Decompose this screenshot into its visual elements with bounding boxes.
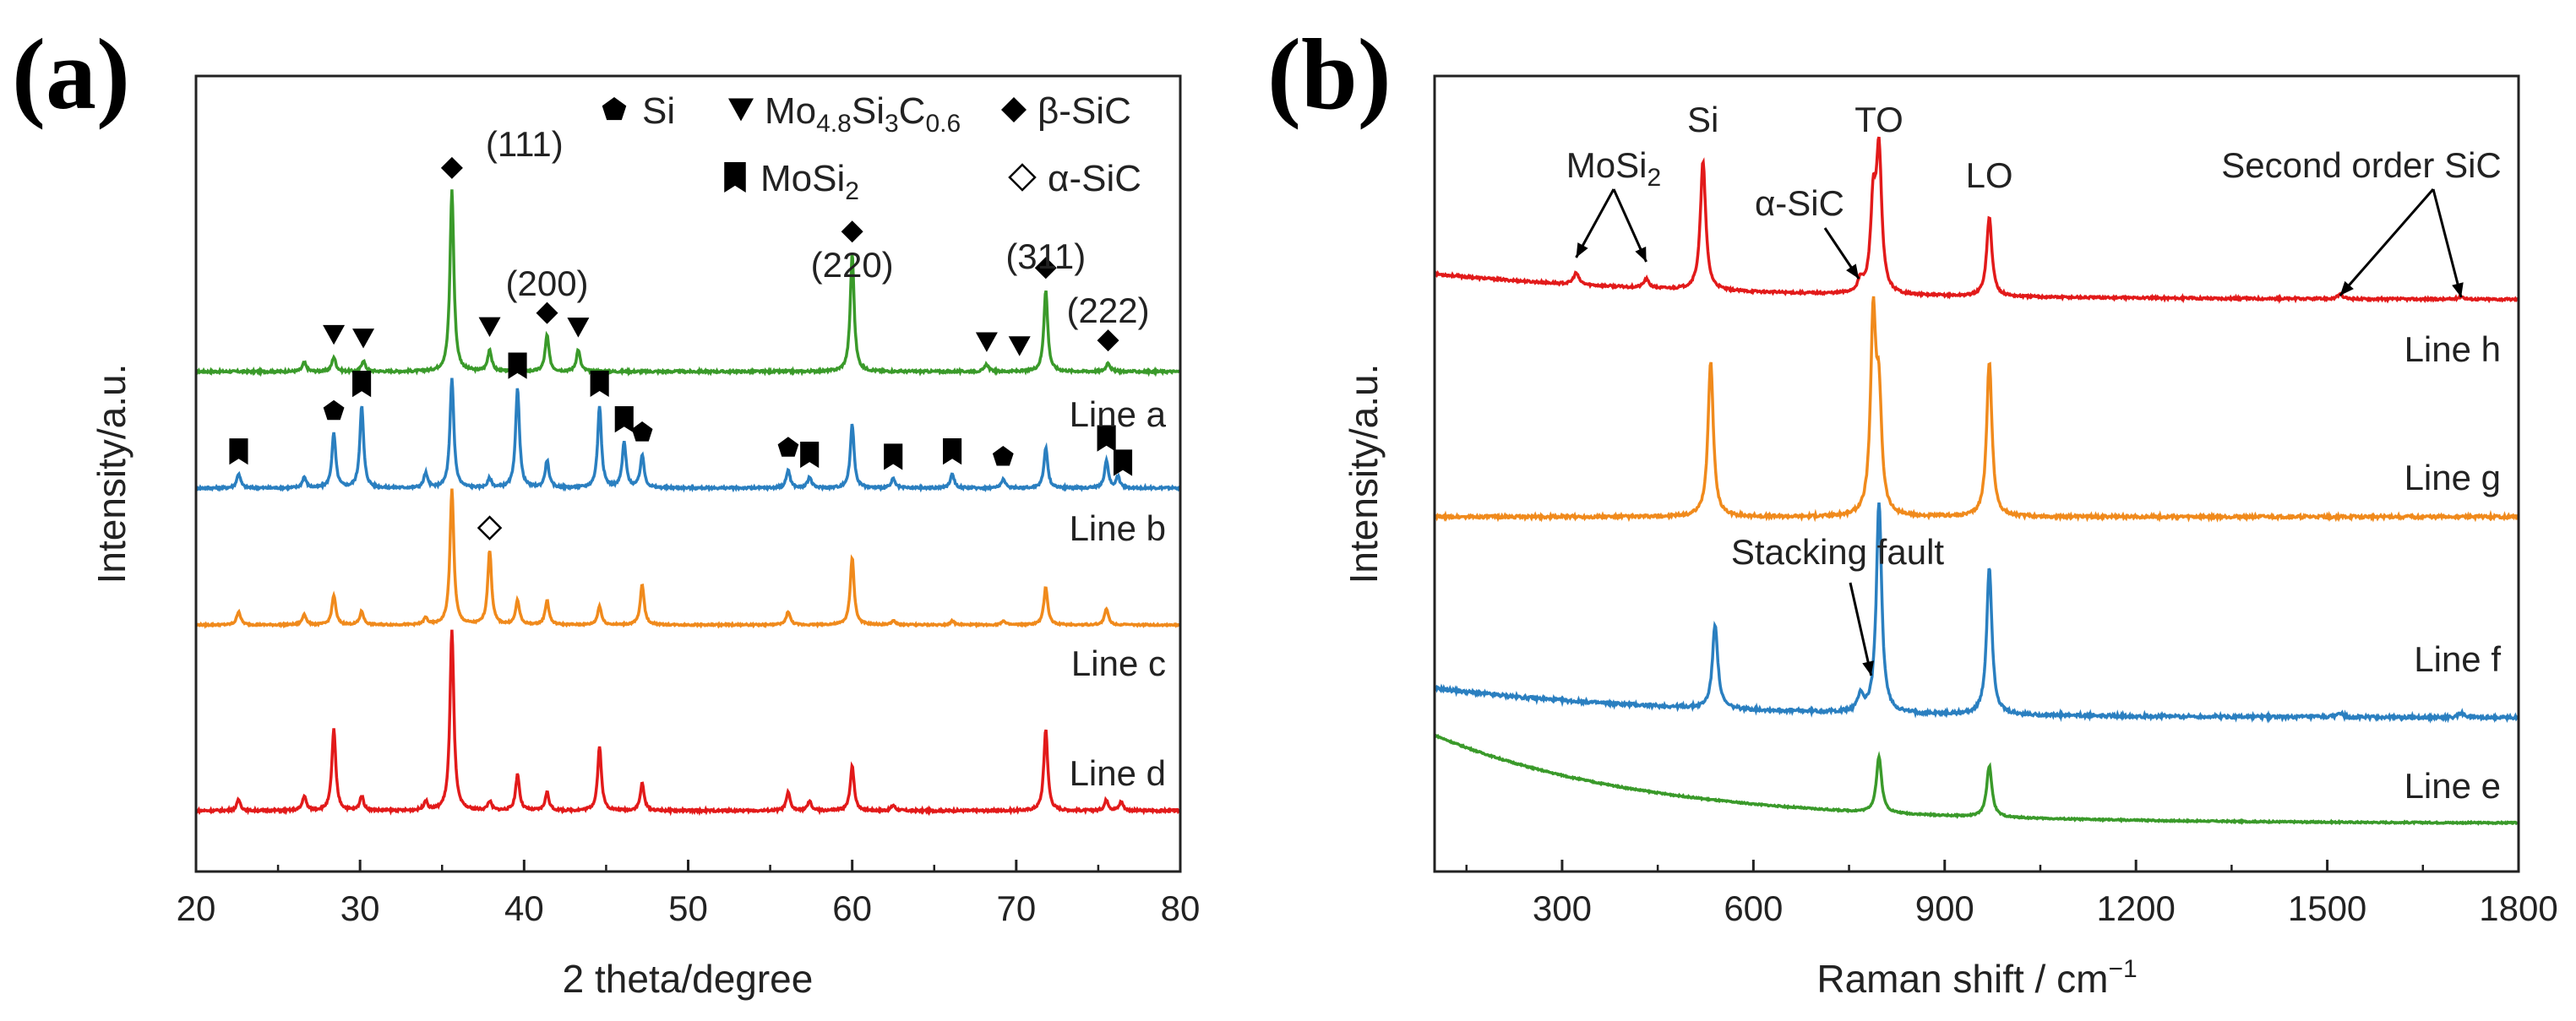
- plane-label: (220): [811, 245, 894, 285]
- annotation-arrowhead: [2452, 282, 2464, 297]
- raman-x-tick-label: 1500: [2288, 888, 2366, 928]
- legend-label: Mo4.8Si3C0.6: [765, 90, 961, 138]
- xrd-pentagon-marker: [777, 437, 799, 457]
- raman-series-line-e: [1435, 733, 2519, 826]
- xrd-line-label: Line d: [1070, 753, 1166, 793]
- annotation-arrowhead: [2339, 280, 2354, 296]
- xrd-bookmark-marker: [800, 441, 820, 469]
- raman-chart: 300 600 900 1200 1500 1800 Line h Line g Line f…: [1342, 74, 2558, 1001]
- xrd-down-triangle-marker: [975, 332, 998, 352]
- xrd-down-triangle-marker: [352, 329, 375, 349]
- raman-x-tick-label: 600: [1724, 888, 1783, 928]
- legend-bookmark-icon: [724, 162, 746, 193]
- xrd-bookmark-marker: [614, 406, 634, 433]
- xrd-bookmark-marker: [1113, 449, 1133, 476]
- raman-line-label: Line g: [2404, 458, 2501, 497]
- legend-down-triangle-icon: [728, 98, 754, 122]
- raman-annotation: LO: [1966, 155, 2013, 195]
- xrd-bookmark-marker: [884, 443, 903, 470]
- xrd-down-triangle-marker: [323, 324, 346, 345]
- raman-line-label: Line e: [2404, 766, 2501, 806]
- xrd-series-line-c: [196, 488, 1180, 629]
- raman-line-label: Line f: [2414, 639, 2501, 679]
- raman-line-label: Line h: [2404, 329, 2501, 369]
- xrd-x-axis-title: 2 theta/degree: [563, 957, 814, 1001]
- xrd-down-triangle-marker: [567, 318, 590, 338]
- raman-annotation: Second order SiC: [2221, 145, 2502, 185]
- xrd-x-tick-label: 60: [832, 888, 872, 928]
- xrd-line-label: Line c: [1071, 644, 1166, 683]
- xrd-pentagon-marker: [992, 446, 1014, 466]
- raman-plot-frame: [1433, 74, 2520, 873]
- annotation-arrow: [2339, 188, 2435, 296]
- xrd-bookmark-marker: [1097, 425, 1116, 452]
- raman-series-line-h: [1435, 136, 2519, 304]
- raman-annotation: MoSi2: [1566, 145, 1661, 192]
- xrd-series-line-d: [196, 629, 1180, 817]
- xrd-diamond-marker: [1034, 257, 1057, 280]
- xrd-y-axis-title: Intensity/a.u.: [90, 364, 133, 584]
- xrd-diamond-marker: [1097, 329, 1119, 352]
- raman-x-tick-label: 900: [1915, 888, 1974, 928]
- xrd-pentagon-marker: [323, 399, 345, 421]
- legend-label: MoSi2: [760, 158, 859, 205]
- xrd-line-label: Line a: [1070, 394, 1167, 434]
- xrd-bookmark-marker: [352, 371, 372, 398]
- annotation-arrowhead: [1576, 242, 1588, 258]
- annotation-arrowhead: [1635, 247, 1647, 262]
- xrd-down-triangle-marker: [1008, 336, 1031, 356]
- legend-open-diamond-icon: [1008, 163, 1037, 192]
- xrd-down-triangle-marker: [478, 317, 501, 338]
- raman-series-line-g: [1435, 296, 2519, 523]
- xrd-pentagon-marker: [631, 421, 653, 442]
- raman-x-axis-title: Raman shift / cm−1: [1816, 955, 2137, 1001]
- xrd-x-tick-label: 20: [177, 888, 216, 928]
- legend-label: Si: [642, 90, 675, 132]
- xrd-diamond-marker: [536, 301, 558, 324]
- xrd-bookmark-marker: [508, 352, 527, 379]
- raman-series-line-f: [1435, 502, 2519, 724]
- legend-label: α-SiC: [1048, 158, 1141, 199]
- xrd-bookmark-marker: [590, 370, 609, 398]
- annotation-arrow: [2432, 188, 2463, 298]
- xrd-bookmark-marker: [943, 438, 962, 465]
- raman-y-axis-title: Intensity/a.u.: [1342, 364, 1386, 584]
- xrd-chart: (111) (200) (220) (311) (222) 20 30 40 50 60 70 80…: [90, 74, 1201, 1001]
- xrd-x-tick-label: 40: [504, 888, 544, 928]
- xrd-x-tick-label: 70: [996, 888, 1036, 928]
- raman-x-tick-label: 1200: [2096, 888, 2175, 928]
- raman-annotation: Si: [1687, 100, 1718, 139]
- xrd-plot-frame: [194, 74, 1182, 873]
- xrd-series-line-a: [196, 189, 1180, 377]
- plane-label: (311): [1005, 236, 1086, 276]
- raman-x-tick-label: 1800: [2479, 888, 2557, 928]
- panel-b-letter: (b): [1267, 18, 1391, 130]
- xrd-x-tick-label: 30: [340, 888, 380, 928]
- xrd-diamond-marker: [440, 156, 463, 179]
- xrd-series-line-b: [196, 377, 1180, 493]
- plane-label: (222): [1067, 291, 1150, 330]
- raman-annotation: α-SiC: [1755, 183, 1844, 223]
- plane-label: (200): [505, 263, 588, 303]
- raman-annotation: Stacking fault: [1731, 532, 1944, 572]
- legend-label: β-SiC: [1037, 90, 1131, 132]
- annotation-arrowhead: [1846, 263, 1860, 279]
- xrd-open-diamond-marker: [477, 515, 503, 540]
- raman-x-tick-label: 300: [1533, 888, 1592, 928]
- xrd-x-tick-label: 50: [668, 888, 708, 928]
- plane-label: (111): [486, 124, 564, 164]
- xrd-line-label: Line b: [1070, 508, 1166, 548]
- legend-pentagon-icon: [602, 97, 627, 121]
- panel-a-letter: (a): [12, 18, 130, 130]
- xrd-legend: Si Mo4.8Si3C0.6 β-SiC MoSi2 α-SiC: [602, 90, 1141, 205]
- xrd-x-tick-label: 80: [1161, 888, 1201, 928]
- legend-diamond-icon: [1001, 97, 1027, 122]
- xrd-bookmark-marker: [229, 438, 248, 465]
- raman-annotation: TO: [1854, 100, 1903, 139]
- xrd-diamond-marker: [841, 220, 863, 243]
- annotation-arrow: [1849, 582, 1873, 676]
- annotation-arrowhead: [1862, 660, 1874, 676]
